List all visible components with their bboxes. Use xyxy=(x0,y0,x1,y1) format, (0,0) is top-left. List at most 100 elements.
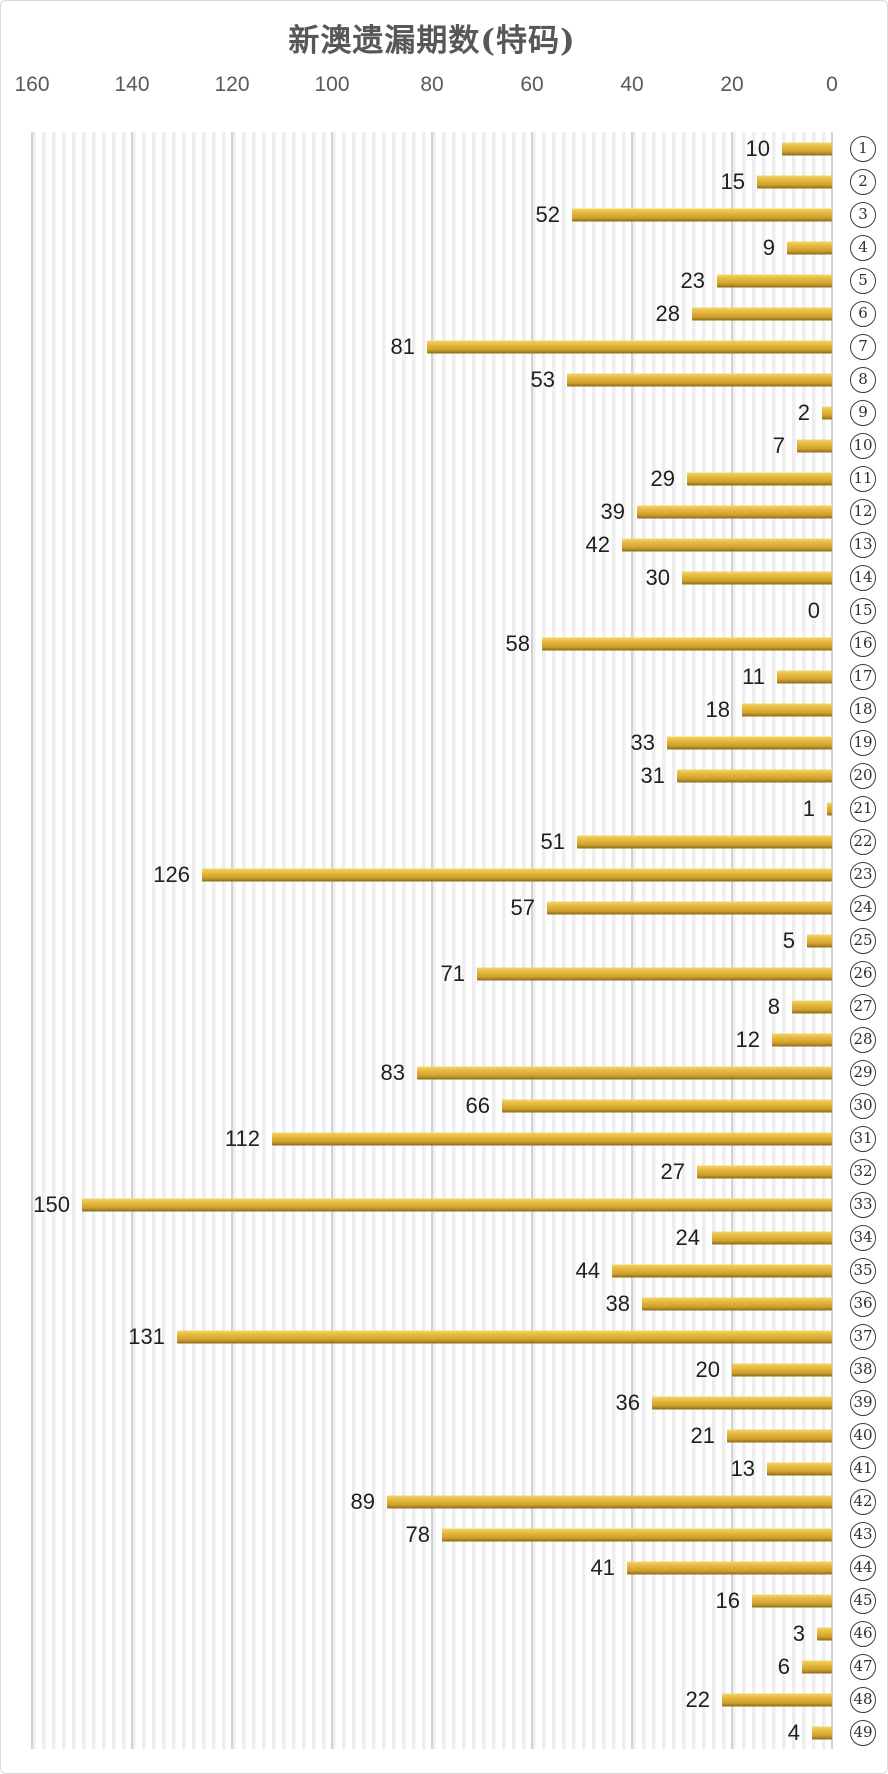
bar[interactable] xyxy=(567,373,832,386)
badge-row: 24 xyxy=(839,891,887,924)
badge-row: 46 xyxy=(839,1617,887,1650)
bar[interactable] xyxy=(787,241,832,254)
bar[interactable] xyxy=(502,1099,832,1112)
bar[interactable] xyxy=(442,1528,832,1541)
bar-row: 7 xyxy=(32,429,832,462)
badge-row: 32 xyxy=(839,1155,887,1188)
badge-row: 27 xyxy=(839,990,887,1023)
bar[interactable] xyxy=(817,1627,832,1640)
value-label: 44 xyxy=(575,1257,600,1283)
bar[interactable] xyxy=(642,1297,832,1310)
bar[interactable] xyxy=(427,340,832,353)
bar[interactable] xyxy=(752,1594,832,1607)
bar[interactable] xyxy=(827,802,832,815)
badge-row: 8 xyxy=(839,363,887,396)
bar[interactable] xyxy=(757,175,832,188)
value-label: 53 xyxy=(530,366,555,392)
bar[interactable] xyxy=(697,1165,832,1178)
bar[interactable] xyxy=(542,637,832,650)
bar[interactable] xyxy=(797,439,832,452)
bar[interactable] xyxy=(772,1033,832,1046)
bar[interactable] xyxy=(177,1330,832,1343)
bar[interactable] xyxy=(627,1561,832,1574)
badge-row: 47 xyxy=(839,1650,887,1683)
bar[interactable] xyxy=(812,1726,832,1739)
badge-row: 42 xyxy=(839,1485,887,1518)
value-label: 29 xyxy=(650,465,675,491)
bar-row: 5 xyxy=(32,924,832,957)
value-label: 2 xyxy=(797,399,810,425)
category-badge: 7 xyxy=(850,333,876,360)
bar[interactable] xyxy=(82,1198,832,1211)
major-gridline xyxy=(631,132,633,1749)
bar[interactable] xyxy=(677,769,832,782)
badge-row: 30 xyxy=(839,1089,887,1122)
category-badge: 8 xyxy=(850,366,876,393)
bar-row: 42 xyxy=(32,528,832,561)
badge-row: 45 xyxy=(839,1584,887,1617)
bar[interactable] xyxy=(732,1363,832,1376)
badge-row: 44 xyxy=(839,1551,887,1584)
bar-row: 23 xyxy=(32,264,832,297)
category-badge: 2 xyxy=(850,168,876,195)
category-badge: 13 xyxy=(850,531,876,558)
bar[interactable] xyxy=(417,1066,832,1079)
bar[interactable] xyxy=(202,868,832,881)
bar[interactable] xyxy=(782,142,832,155)
value-label: 51 xyxy=(540,828,565,854)
bar[interactable] xyxy=(712,1231,832,1244)
bar[interactable] xyxy=(272,1132,832,1145)
major-gridline xyxy=(331,132,333,1749)
category-badge: 17 xyxy=(850,663,876,690)
bar[interactable] xyxy=(687,472,832,485)
bar[interactable] xyxy=(577,835,832,848)
bar[interactable] xyxy=(792,1000,832,1013)
bar[interactable] xyxy=(612,1264,832,1277)
axis-tick-label: 100 xyxy=(314,73,350,96)
badge-row: 37 xyxy=(839,1320,887,1353)
bar-row: 58 xyxy=(32,627,832,660)
badge-row: 43 xyxy=(839,1518,887,1551)
value-label: 58 xyxy=(505,630,530,656)
bar[interactable] xyxy=(637,505,832,518)
category-badge: 37 xyxy=(850,1323,876,1350)
bar[interactable] xyxy=(547,901,832,914)
badge-row: 49 xyxy=(839,1716,887,1749)
bar[interactable] xyxy=(667,736,832,749)
bar[interactable] xyxy=(727,1429,832,1442)
bar[interactable] xyxy=(802,1660,832,1673)
category-badge: 30 xyxy=(850,1092,876,1119)
bar[interactable] xyxy=(807,934,832,947)
category-badge: 48 xyxy=(850,1686,876,1713)
bar[interactable] xyxy=(652,1396,832,1409)
bar[interactable] xyxy=(742,703,832,716)
bar[interactable] xyxy=(722,1693,832,1706)
badge-row: 33 xyxy=(839,1188,887,1221)
category-badge: 1 xyxy=(850,135,876,162)
bar[interactable] xyxy=(572,208,832,221)
bar[interactable] xyxy=(717,274,832,287)
value-label: 66 xyxy=(465,1092,490,1118)
category-badge: 29 xyxy=(850,1059,876,1086)
bar-row: 38 xyxy=(32,1287,832,1320)
badge-row: 28 xyxy=(839,1023,887,1056)
bar-row: 1 xyxy=(32,792,832,825)
badge-row: 31 xyxy=(839,1122,887,1155)
bar[interactable] xyxy=(387,1495,832,1508)
bar-row: 27 xyxy=(32,1155,832,1188)
category-badge: 28 xyxy=(850,1026,876,1053)
bar-row: 52 xyxy=(32,198,832,231)
value-label: 7 xyxy=(772,432,785,458)
bar[interactable] xyxy=(682,571,832,584)
bar[interactable] xyxy=(477,967,832,980)
bar-row: 150 xyxy=(32,1188,832,1221)
axis-tick-label: 60 xyxy=(520,73,544,96)
badge-row: 3 xyxy=(839,198,887,231)
bar[interactable] xyxy=(622,538,832,551)
bar[interactable] xyxy=(692,307,832,320)
bar-row: 24 xyxy=(32,1221,832,1254)
bar[interactable] xyxy=(767,1462,832,1475)
bar[interactable] xyxy=(822,406,832,419)
badge-row: 22 xyxy=(839,825,887,858)
bar[interactable] xyxy=(777,670,832,683)
